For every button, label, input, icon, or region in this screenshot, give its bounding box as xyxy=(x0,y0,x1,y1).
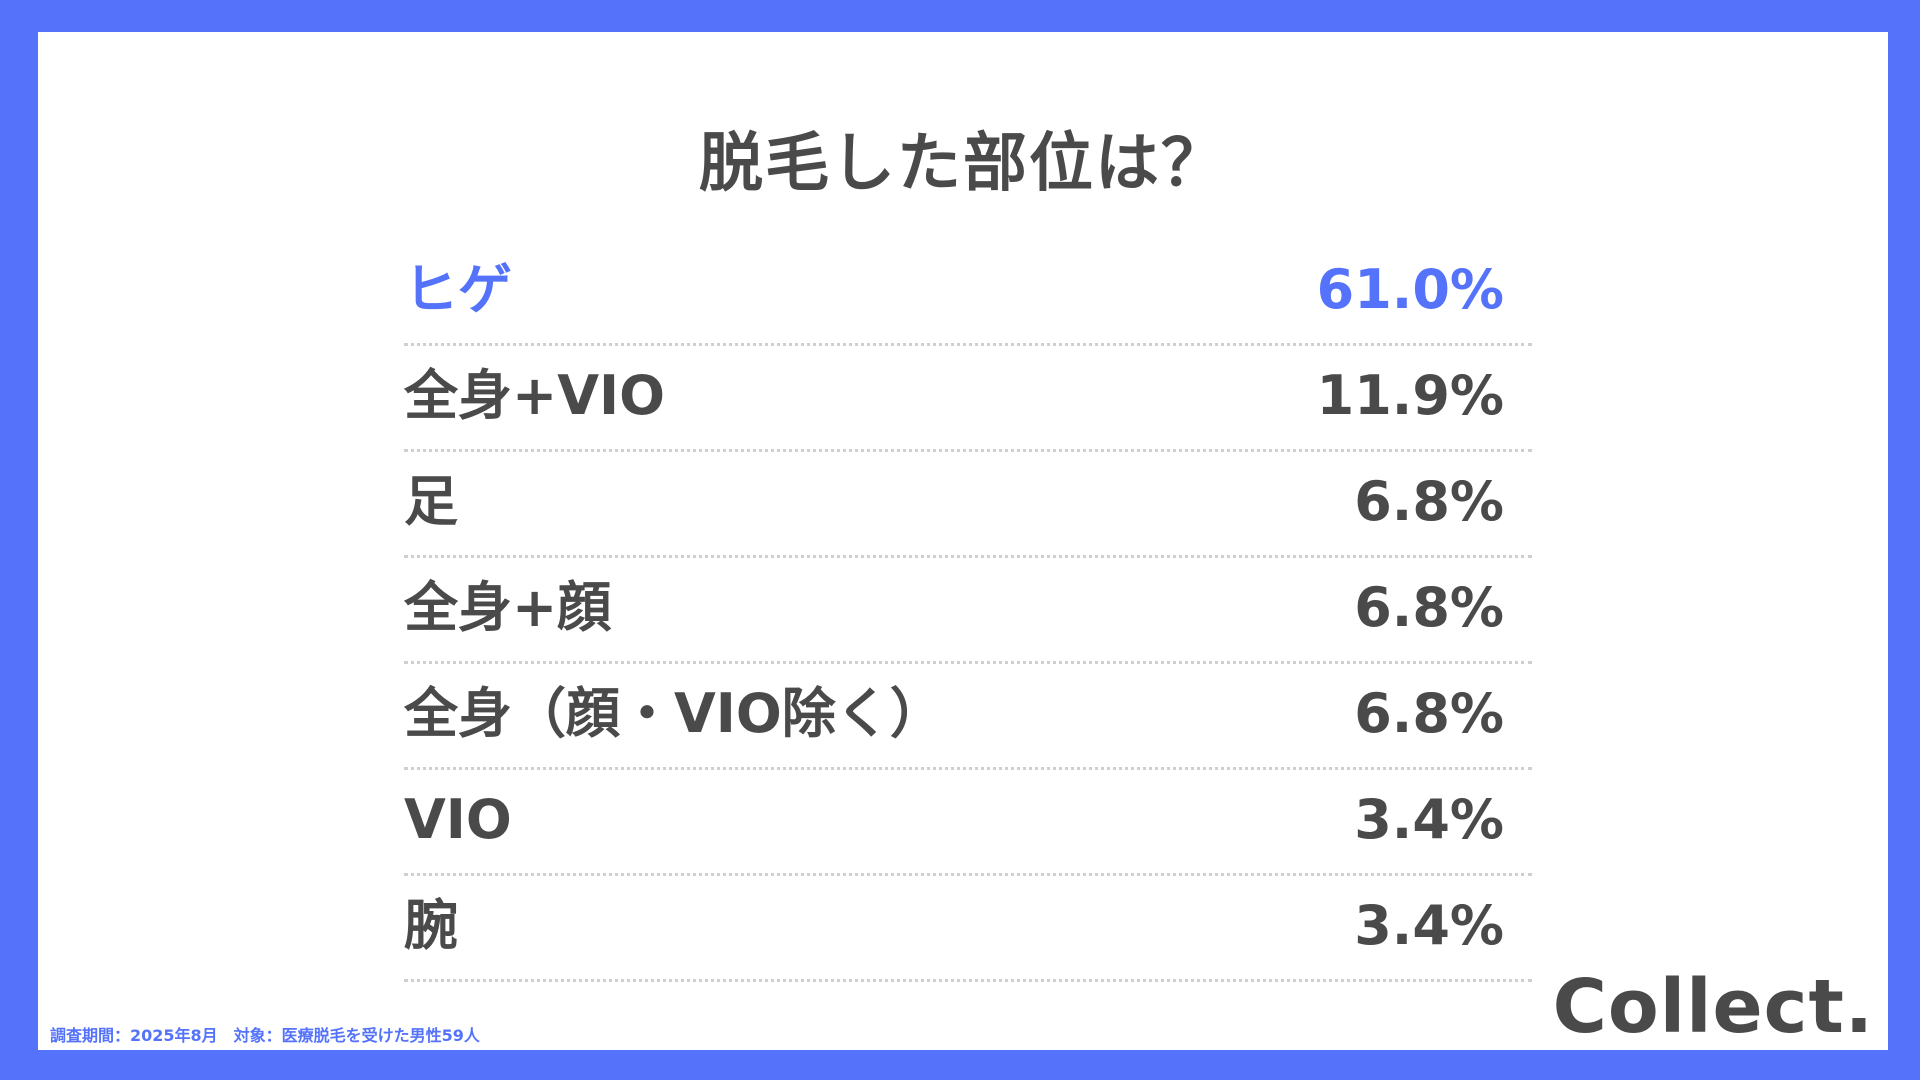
table-row: 腕 3.4% xyxy=(404,876,1532,982)
table-row: 全身+VIO 11.9% xyxy=(404,346,1532,452)
ranking-table: ヒゲ 61.0% 全身+VIO 11.9% 足 6.8% 全身+顔 6.8% 全身（顔・VIO除… xyxy=(404,240,1532,982)
table-row: VIO 3.4% xyxy=(404,770,1532,876)
table-row: ヒゲ 61.0% xyxy=(404,240,1532,346)
value-label: 6.8% xyxy=(1354,682,1504,745)
chart-title: 脱毛した部位は？ xyxy=(699,127,1227,201)
value-label: 61.0% xyxy=(1316,258,1504,321)
category-label: 全身（顔・VIO除く） xyxy=(404,682,944,745)
table-row: 全身+顔 6.8% xyxy=(404,558,1532,664)
value-label: 6.8% xyxy=(1354,470,1504,533)
category-label: 腕 xyxy=(404,894,458,957)
brand-logo: Collect. xyxy=(1552,964,1874,1050)
survey-footnote: 調査期間：2025年8月 対象：医療脱毛を受けた男性59人 xyxy=(50,1026,480,1045)
category-label: 全身+顔 xyxy=(404,576,612,639)
chart-card: 脱毛した部位は？ ヒゲ 61.0% 全身+VIO 11.9% 足 6.8% 全身+顔 6.8%… xyxy=(38,32,1888,1050)
category-label: ヒゲ xyxy=(404,258,512,321)
value-label: 6.8% xyxy=(1354,576,1504,639)
value-label: 3.4% xyxy=(1354,894,1504,957)
table-row: 足 6.8% xyxy=(404,452,1532,558)
value-label: 11.9% xyxy=(1316,364,1504,427)
category-label: 全身+VIO xyxy=(404,364,666,427)
value-label: 3.4% xyxy=(1354,788,1504,851)
category-label: 足 xyxy=(404,470,458,533)
category-label: VIO xyxy=(404,788,512,851)
table-row: 全身（顔・VIO除く） 6.8% xyxy=(404,664,1532,770)
